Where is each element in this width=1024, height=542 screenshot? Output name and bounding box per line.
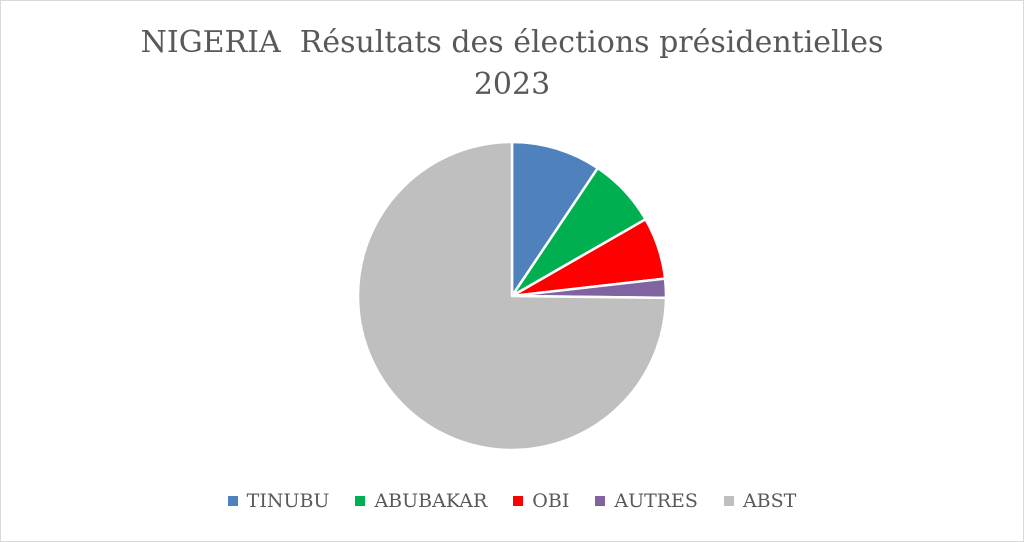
legend-swatch-obi xyxy=(513,496,524,506)
legend-swatch-abubakar xyxy=(355,496,366,506)
legend-item-obi: OBI xyxy=(513,490,569,512)
pie-slices xyxy=(356,140,668,452)
pie-slice-abst xyxy=(356,140,668,452)
legend-item-autres: AUTRES xyxy=(595,490,698,512)
legend-item-tinubu: TINUBU xyxy=(227,490,330,512)
legend-label-abubakar: ABUBAKAR xyxy=(374,490,488,512)
legend-item-abst: ABST xyxy=(723,490,797,512)
chart-title: NIGERIA Résultats des élections présiden… xyxy=(0,22,1024,106)
legend: TINUBU ABUBAKAR OBI AUTRES ABST xyxy=(0,490,1024,512)
legend-swatch-abst xyxy=(723,496,734,506)
legend-label-tinubu: TINUBU xyxy=(246,490,330,512)
legend-swatch-tinubu xyxy=(227,496,238,506)
legend-swatch-autres xyxy=(595,496,606,506)
pie-slice-tinubu xyxy=(510,140,600,298)
legend-label-autres: AUTRES xyxy=(614,490,698,512)
legend-label-abst: ABST xyxy=(742,490,797,512)
legend-label-obi: OBI xyxy=(532,490,570,512)
chart-title-line-2: 2023 xyxy=(473,67,551,102)
legend-item-abubakar: ABUBAKAR xyxy=(355,490,487,512)
chart-title-line-1: NIGERIA Résultats des élections présiden… xyxy=(140,25,884,60)
